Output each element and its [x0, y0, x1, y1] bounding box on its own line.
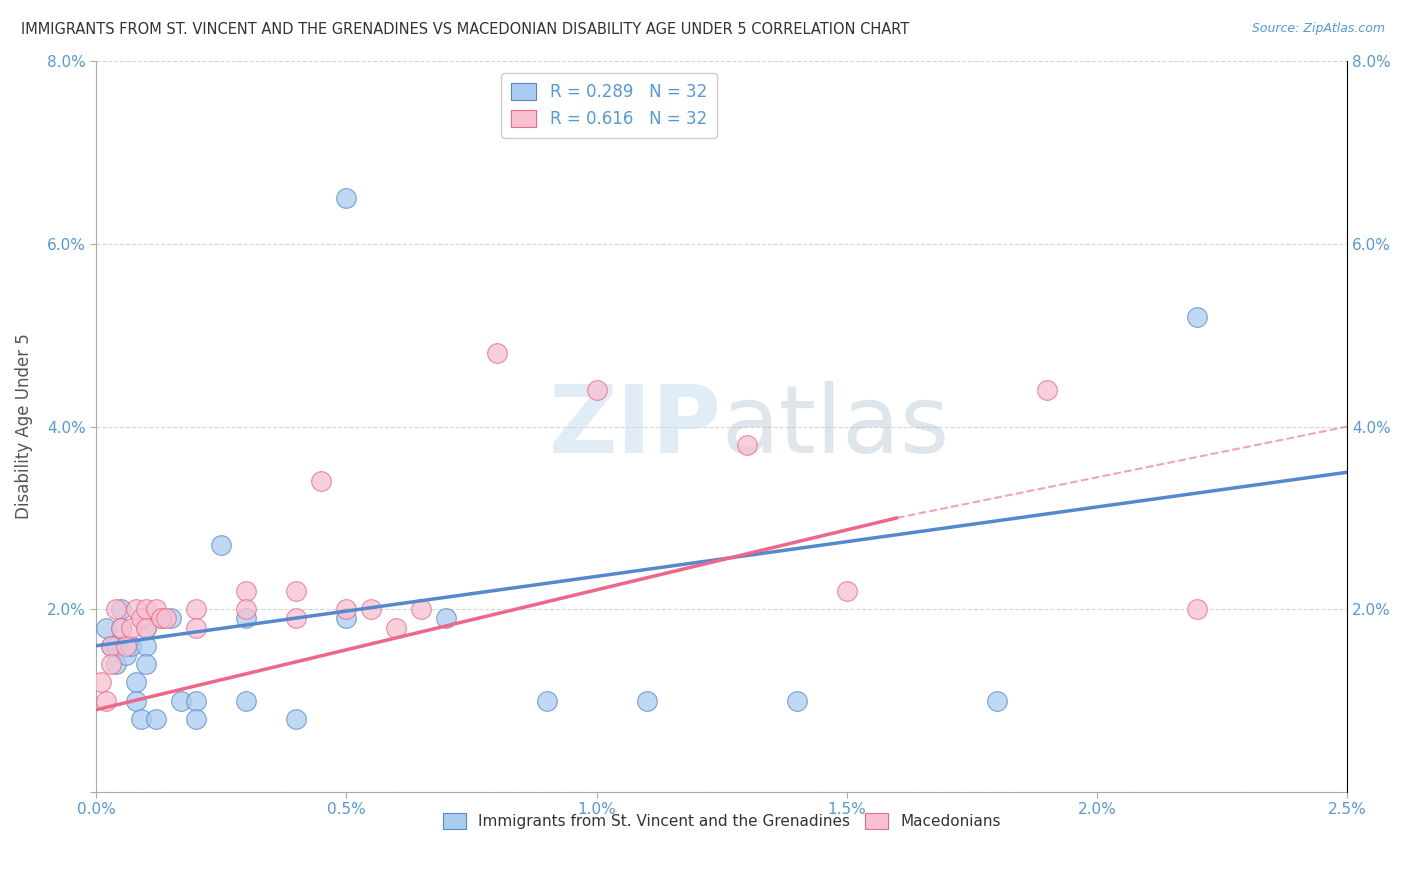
Point	[96, 693, 118, 707]
Point	[186, 712, 208, 726]
Y-axis label: Disability Age Under 5: Disability Age Under 5	[15, 334, 32, 519]
Point	[110, 621, 132, 635]
Point	[335, 602, 357, 616]
Point	[115, 639, 138, 653]
Text: Source: ZipAtlas.com: Source: ZipAtlas.com	[1251, 22, 1385, 36]
Point	[105, 657, 128, 671]
Point	[235, 693, 257, 707]
Point	[120, 621, 142, 635]
Point	[235, 584, 257, 599]
Point	[360, 602, 382, 616]
Point	[285, 712, 308, 726]
Point	[186, 602, 208, 616]
Point	[135, 657, 157, 671]
Point	[135, 602, 157, 616]
Text: atlas: atlas	[721, 381, 950, 473]
Point	[285, 584, 308, 599]
Point	[285, 611, 308, 625]
Point	[115, 648, 138, 662]
Point	[120, 639, 142, 653]
Text: IMMIGRANTS FROM ST. VINCENT AND THE GRENADINES VS MACEDONIAN DISABILITY AGE UNDE: IMMIGRANTS FROM ST. VINCENT AND THE GREN…	[21, 22, 910, 37]
Point	[135, 639, 157, 653]
Point	[100, 657, 122, 671]
Point	[135, 621, 157, 635]
Point	[129, 712, 152, 726]
Point	[335, 611, 357, 625]
Point	[125, 675, 148, 690]
Point	[986, 693, 1008, 707]
Point	[536, 693, 558, 707]
Point	[110, 602, 132, 616]
Point	[311, 475, 333, 489]
Point	[155, 611, 177, 625]
Point	[235, 611, 257, 625]
Point	[150, 611, 173, 625]
Point	[835, 584, 858, 599]
Point	[105, 639, 128, 653]
Point	[170, 693, 193, 707]
Point	[1036, 383, 1059, 397]
Point	[125, 602, 148, 616]
Point	[186, 693, 208, 707]
Point	[636, 693, 658, 707]
Point	[735, 438, 758, 452]
Point	[411, 602, 433, 616]
Legend: Immigrants from St. Vincent and the Grenadines, Macedonians: Immigrants from St. Vincent and the Gren…	[437, 807, 1007, 836]
Point	[96, 621, 118, 635]
Point	[125, 693, 148, 707]
Point	[209, 538, 232, 552]
Text: ZIP: ZIP	[548, 381, 721, 473]
Point	[110, 621, 132, 635]
Point	[105, 602, 128, 616]
Point	[585, 383, 607, 397]
Point	[150, 611, 173, 625]
Point	[1185, 310, 1208, 324]
Point	[235, 602, 257, 616]
Point	[485, 346, 508, 360]
Point	[145, 602, 167, 616]
Point	[90, 675, 112, 690]
Point	[100, 639, 122, 653]
Point	[135, 621, 157, 635]
Point	[160, 611, 183, 625]
Point	[129, 611, 152, 625]
Point	[1185, 602, 1208, 616]
Point	[335, 191, 357, 205]
Point	[100, 639, 122, 653]
Point	[786, 693, 808, 707]
Point	[145, 712, 167, 726]
Point	[436, 611, 458, 625]
Point	[186, 621, 208, 635]
Point	[385, 621, 408, 635]
